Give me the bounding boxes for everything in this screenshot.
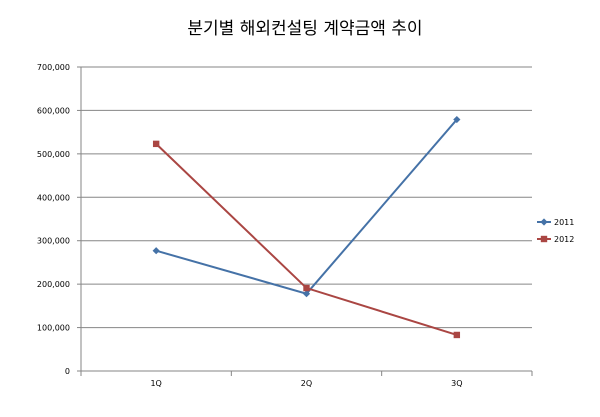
data-point-2011 <box>152 247 160 255</box>
y-tick-label: 500,000 <box>37 150 70 159</box>
chart-title: 분기별 해외컨설팅 계약금액 추이 <box>187 19 422 39</box>
data-point-2011 <box>453 115 461 124</box>
y-tick-label: 0 <box>65 367 70 376</box>
y-tick-label: 600,000 <box>37 106 70 115</box>
series-line-2011 <box>155 118 458 295</box>
legend-marker-2012 <box>540 235 548 243</box>
x-tick-label: 2Q <box>301 379 312 388</box>
legend-label-2011: 2011 <box>554 218 574 227</box>
y-tick-label: 700,000 <box>37 63 70 72</box>
data-point-2012 <box>453 331 461 339</box>
axes: 0 100,000 200,000 300,000 400,000 500,000 600,… <box>37 63 533 388</box>
data-point-2012 <box>303 284 310 292</box>
legend: 2011 2012 <box>537 218 574 244</box>
y-tick-label: 400,000 <box>37 193 70 202</box>
gridlines <box>81 66 532 329</box>
series-lines <box>152 115 461 339</box>
y-tick-label: 300,000 <box>37 237 70 246</box>
x-tick-label: 3Q <box>451 379 462 388</box>
x-tick-label: 1Q <box>150 379 161 388</box>
legend-label-2012: 2012 <box>554 235 574 244</box>
data-point-2012 <box>152 140 160 148</box>
data-point-2011 <box>302 290 311 298</box>
y-tick-label: 100,000 <box>37 324 70 333</box>
legend-marker-2011 <box>540 218 548 226</box>
y-tick-label: 200,000 <box>37 280 70 289</box>
